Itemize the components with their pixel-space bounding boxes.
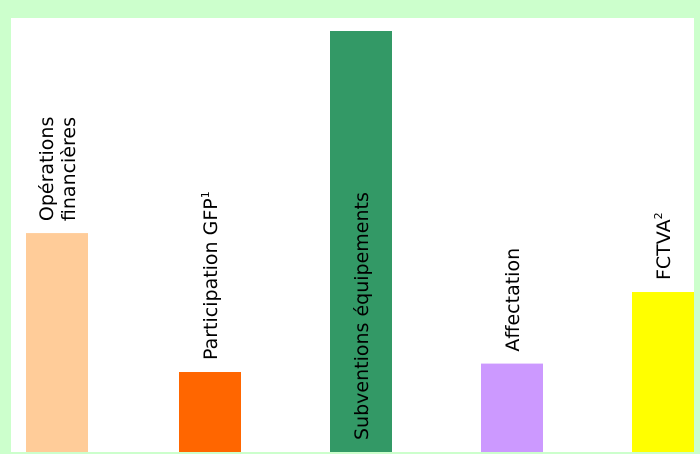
bar-fctva — [632, 292, 694, 452]
bar-subventions-equipements — [330, 31, 392, 452]
bar-label-fctva-line-1: FCTVA2 — [652, 212, 675, 280]
label-group-affectation: Affectation — [502, 248, 524, 352]
label-group-subventions-equipements: Subventions équipements — [351, 192, 373, 440]
label-group-operations-financieres: Opérations financières — [36, 117, 80, 221]
bar-label-operations-financieres-line-1: Opérations — [36, 117, 58, 221]
bar-label-participation-gfp-line-1: Participation GFP1 — [199, 191, 222, 360]
bars-group — [26, 31, 694, 452]
footnote-marker-2: 2 — [652, 212, 665, 219]
bar-operations-financieres — [26, 233, 88, 452]
bar-label-affectation-line-1: Affectation — [502, 248, 524, 352]
bar-affectation — [481, 363, 543, 452]
footnote-marker-1: 1 — [199, 191, 212, 198]
bar-label-subventions-equipements-line-1: Subventions équipements — [351, 192, 373, 440]
label-group-fctva: FCTVA2 — [652, 212, 675, 280]
bar-participation-gfp — [179, 372, 241, 452]
label-group-participation-gfp: Participation GFP1 — [199, 191, 222, 360]
labels-group: Opérations financières Participation GFP1 S… — [36, 117, 675, 440]
bar-label-operations-financieres-line-2: financières — [58, 117, 80, 221]
